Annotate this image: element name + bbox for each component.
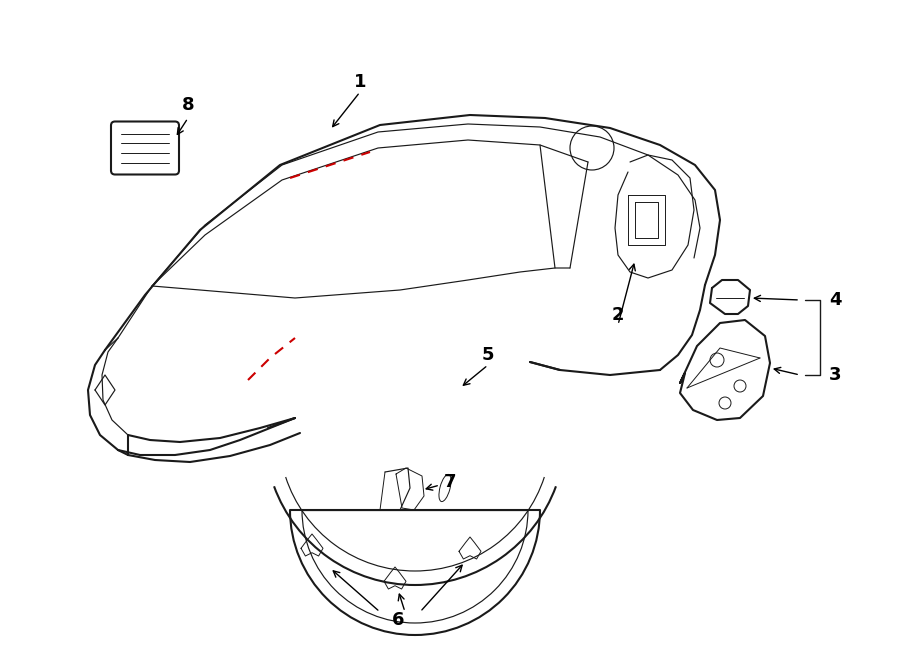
- Text: 5: 5: [482, 346, 494, 364]
- Text: 2: 2: [612, 306, 625, 324]
- Text: 1: 1: [354, 73, 366, 91]
- Text: 7: 7: [444, 473, 456, 491]
- Text: 8: 8: [182, 96, 194, 114]
- Text: 6: 6: [392, 611, 404, 629]
- FancyBboxPatch shape: [111, 122, 179, 175]
- Text: 3: 3: [829, 366, 842, 384]
- Text: 4: 4: [829, 291, 842, 309]
